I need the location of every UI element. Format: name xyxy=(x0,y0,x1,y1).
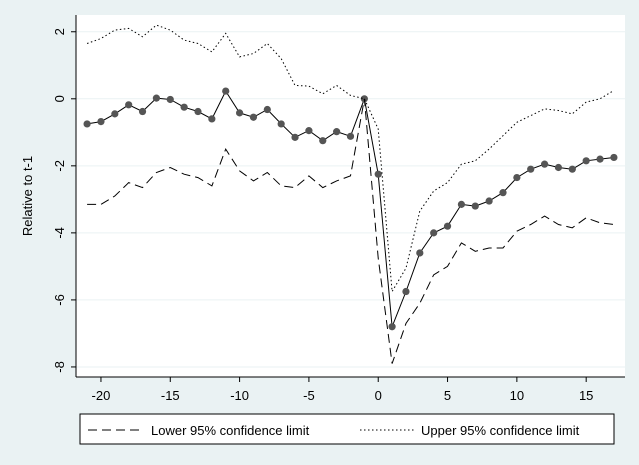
series xyxy=(83,24,618,364)
data-point xyxy=(208,115,216,123)
data-point xyxy=(152,94,161,102)
data-point xyxy=(582,157,590,165)
legend-label-lower: Lower 95% confidence limit xyxy=(151,423,310,438)
data-point xyxy=(125,101,133,109)
y-tick-label: 2 xyxy=(52,28,67,35)
series-line-upper-ci xyxy=(86,24,615,294)
data-point xyxy=(513,173,521,182)
data-point xyxy=(166,95,174,104)
data-point xyxy=(554,163,563,172)
x-tick-label: -5 xyxy=(303,388,315,403)
x-tick-label: 15 xyxy=(579,388,593,403)
data-point xyxy=(374,170,382,178)
data-point xyxy=(291,133,299,141)
axes: 2 0 -2 -4 -6 -8 -20 -15 -10 -5 0 5 10 15 xyxy=(52,15,625,403)
x-tick-label: -15 xyxy=(161,388,180,403)
data-point xyxy=(277,120,285,128)
legend-box xyxy=(79,413,615,445)
y-axis-title: Relative to t-1 xyxy=(20,156,35,236)
x-tick-label: 5 xyxy=(444,388,451,403)
data-point xyxy=(527,165,535,173)
x-tick-label: -10 xyxy=(230,388,249,403)
y-tick-label: -8 xyxy=(52,361,67,373)
x-tick-label: 10 xyxy=(510,388,524,403)
plot-area xyxy=(76,15,625,377)
y-tick-label: 0 xyxy=(52,95,67,102)
data-point xyxy=(430,229,438,237)
data-point xyxy=(319,137,327,145)
data-point xyxy=(235,109,244,117)
data-point xyxy=(180,103,188,111)
data-point xyxy=(138,107,147,116)
data-point xyxy=(402,287,410,296)
legend: Lower 95% confidence limit Upper 95% con… xyxy=(79,413,615,445)
data-point xyxy=(610,153,618,162)
data-point xyxy=(568,165,576,173)
data-point xyxy=(540,160,549,168)
data-point xyxy=(333,128,341,136)
data-point xyxy=(97,117,105,126)
data-point xyxy=(249,113,258,121)
data-point xyxy=(596,155,604,163)
data-point xyxy=(471,202,479,210)
data-point xyxy=(111,110,119,118)
data-point xyxy=(263,105,271,114)
data-point xyxy=(388,323,396,331)
data-point xyxy=(194,107,202,116)
data-point xyxy=(485,197,493,205)
data-point xyxy=(457,200,466,208)
data-point xyxy=(416,249,424,257)
data-point xyxy=(346,132,355,140)
y-tick-label: -2 xyxy=(52,160,67,172)
data-point xyxy=(443,222,452,230)
series-line-lower-ci xyxy=(87,98,614,364)
data-point xyxy=(305,127,313,135)
y-tick-label: -6 xyxy=(52,294,67,306)
data-point xyxy=(499,189,507,197)
legend-label-upper: Upper 95% confidence limit xyxy=(421,423,580,438)
x-tick-label: 0 xyxy=(375,388,382,403)
y-tick-label: -4 xyxy=(52,227,67,239)
data-point xyxy=(222,87,230,95)
data-point xyxy=(83,120,91,128)
x-tick-label: -20 xyxy=(92,388,111,403)
